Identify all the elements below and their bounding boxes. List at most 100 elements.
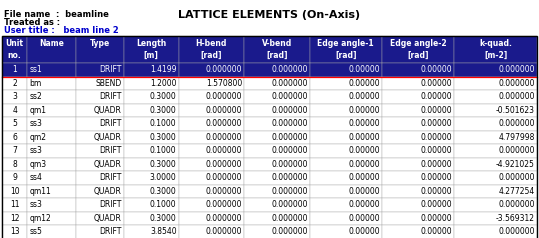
Text: QUADR: QUADR [94,214,122,223]
Bar [75,225,124,238]
Bar [178,171,244,184]
Bar [2,144,27,158]
Text: 0.00000: 0.00000 [348,160,380,169]
Text: 1: 1 [12,65,17,74]
Bar [124,104,178,117]
Text: ss3: ss3 [30,200,42,209]
Bar [382,158,454,171]
Bar [454,130,537,144]
Bar [382,36,454,63]
Bar [454,90,537,104]
Bar [2,63,27,76]
Bar [27,198,75,212]
Text: 0.000000: 0.000000 [499,79,535,88]
Bar [309,198,382,212]
Bar [124,212,178,225]
Text: 0.000000: 0.000000 [271,79,308,88]
Text: 0.1000: 0.1000 [150,146,177,155]
Bar [244,184,309,198]
Text: bm: bm [30,79,42,88]
Bar [244,76,309,90]
Text: 0.000000: 0.000000 [271,200,308,209]
Text: V-bend: V-bend [262,39,292,48]
Text: -4.921025: -4.921025 [496,160,535,169]
Bar [75,104,124,117]
Text: ss3: ss3 [30,119,42,128]
Bar [27,76,75,90]
Text: LATTICE ELEMENTS (On-Axis): LATTICE ELEMENTS (On-Axis) [178,10,361,20]
Bar [244,36,309,63]
Bar [124,171,178,184]
Text: 0.3000: 0.3000 [150,214,177,223]
Bar [309,158,382,171]
Bar [75,171,124,184]
Text: 4.797998: 4.797998 [499,133,535,142]
Bar [244,63,309,76]
Bar [2,76,27,90]
Bar [244,90,309,104]
Bar [454,36,537,63]
Text: 1.570800: 1.570800 [206,79,242,88]
Bar [124,130,178,144]
Bar [244,225,309,238]
Bar [2,36,27,63]
Bar [309,117,382,130]
Bar [244,130,309,144]
Text: 0.000000: 0.000000 [205,200,242,209]
Bar [124,90,178,104]
Bar [124,184,178,198]
Bar [27,36,75,63]
Text: 0.3000: 0.3000 [150,160,177,169]
Bar [2,198,27,212]
Bar [178,36,244,63]
Bar [309,184,382,198]
Text: 0.3000: 0.3000 [150,106,177,115]
Text: 0.000000: 0.000000 [499,92,535,101]
Text: 0.000000: 0.000000 [205,187,242,196]
Bar [27,90,75,104]
Text: 0.00000: 0.00000 [348,146,380,155]
Text: 0.000000: 0.000000 [271,146,308,155]
Text: 0.00000: 0.00000 [420,92,452,101]
Bar [244,144,309,158]
Text: QUADR: QUADR [94,106,122,115]
Bar [75,36,124,63]
Text: 0.00000: 0.00000 [420,227,452,236]
Bar [382,171,454,184]
Text: -3.569312: -3.569312 [496,214,535,223]
Text: 0.000000: 0.000000 [205,106,242,115]
Text: Edge angle-1: Edge angle-1 [317,39,374,48]
Bar [27,117,75,130]
Text: 0.00000: 0.00000 [348,106,380,115]
Bar [382,90,454,104]
Text: 0.00000: 0.00000 [348,227,380,236]
Bar [178,198,244,212]
Text: qm11: qm11 [30,187,51,196]
Bar [309,130,382,144]
Text: Edge angle-2: Edge angle-2 [390,39,446,48]
Text: [rad]: [rad] [335,51,356,60]
Text: 0.000000: 0.000000 [271,119,308,128]
Text: qm3: qm3 [30,160,46,169]
Bar [75,144,124,158]
Text: DRIFT: DRIFT [99,146,122,155]
Text: 0.00000: 0.00000 [420,133,452,142]
Text: ss4: ss4 [30,173,42,182]
Bar [124,63,178,76]
Text: 0.00000: 0.00000 [420,200,452,209]
Bar [27,104,75,117]
Text: 3.8540: 3.8540 [150,227,177,236]
Bar [309,144,382,158]
Text: 4: 4 [12,106,17,115]
Text: 0.1000: 0.1000 [150,119,177,128]
Text: 9: 9 [12,173,17,182]
Bar [309,63,382,76]
Bar [178,212,244,225]
Bar [382,212,454,225]
Bar [124,76,178,90]
Bar [27,184,75,198]
Text: 12: 12 [10,214,19,223]
Text: ss5: ss5 [30,227,42,236]
Bar [27,171,75,184]
Bar [75,212,124,225]
